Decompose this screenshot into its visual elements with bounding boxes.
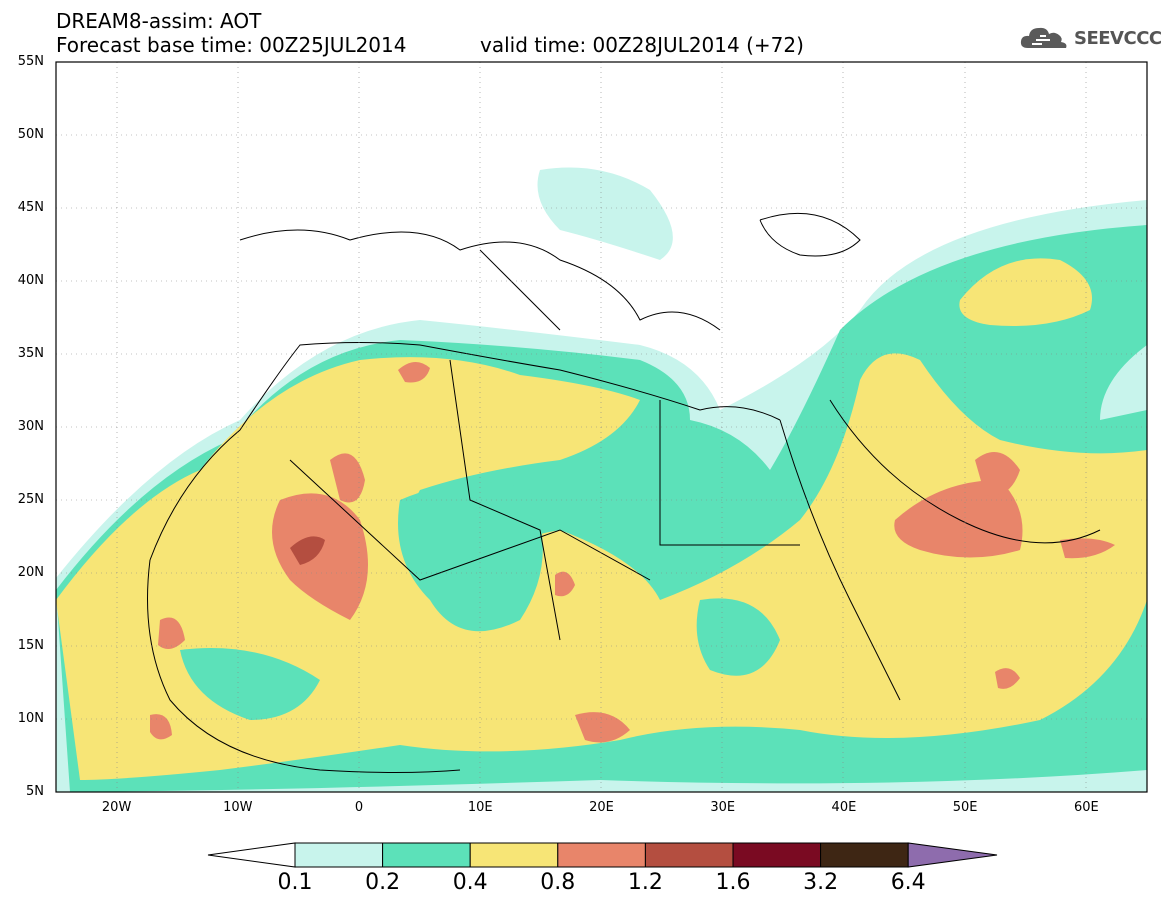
- lat-label: 50N: [17, 127, 44, 142]
- map-title: DREAM8-assim: AOT: [56, 9, 262, 33]
- aot-patch-0.2-east: [696, 598, 780, 676]
- aot-patch-0.8-gulf: [975, 452, 1020, 496]
- aot-band-0.4-caspian: [959, 258, 1092, 326]
- colorbar-max-arrow: [907, 842, 998, 868]
- aot-band-0.4: [56, 353, 1147, 780]
- coast-italy: [479, 249, 561, 331]
- aot-patch-0.8-yemen: [995, 668, 1020, 689]
- aot-patch-0.8-morocco: [398, 361, 430, 383]
- lat-label: 25N: [17, 492, 44, 507]
- aot-patch-0.2-sahel: [180, 648, 320, 720]
- lat-label: 20N: [17, 565, 44, 580]
- map-frame: [55, 61, 1148, 793]
- border-1: [289, 459, 651, 581]
- aot-patch-1.2-mali: [290, 536, 325, 565]
- lat-label: 55N: [17, 54, 44, 69]
- lat-label: 30N: [17, 419, 44, 434]
- logo-text: SEEVCCC: [1074, 27, 1162, 49]
- aot-patch-0.8-car: [575, 712, 630, 743]
- aot-band-0.1-balkans: [537, 167, 673, 260]
- forecast-base-time: Forecast base time: 00Z25JUL2014: [56, 33, 407, 57]
- aot-patch-0.8-senegal: [158, 617, 185, 649]
- colorbar-swatch: [557, 842, 646, 868]
- coast-arabia: [829, 399, 1101, 544]
- colorbar-label: 1.6: [715, 870, 751, 895]
- coast-black-sea: [759, 212, 861, 257]
- lon-label: 20E: [589, 800, 614, 815]
- lon-label: 60E: [1073, 800, 1099, 815]
- lon-label: 10E: [467, 800, 493, 815]
- colorbar-swatch: [382, 842, 471, 868]
- colorbar-label: 0.1: [277, 870, 313, 895]
- lon-label: 40E: [831, 800, 857, 815]
- colorbar-label: 0.8: [540, 870, 576, 895]
- aot-patch-0.8-guinea: [150, 714, 172, 740]
- colorbar-label: 3.2: [803, 870, 839, 895]
- lon-label: 20W: [101, 800, 132, 815]
- coast-europe: [239, 229, 721, 331]
- colorbar-swatch: [294, 842, 384, 868]
- lat-label: 10N: [17, 711, 44, 726]
- coast-west-africa: [147, 559, 461, 773]
- coast-red-sea: [779, 419, 901, 701]
- colorbar-swatch: [732, 842, 822, 868]
- aot-patch-0.2-sahara: [398, 482, 543, 632]
- valid-time: valid time: 00Z28JUL2014 (+72): [480, 33, 804, 57]
- lat-label: 5N: [26, 784, 44, 799]
- lat-label: 40N: [17, 273, 44, 288]
- colorbar-swatch: [644, 842, 734, 868]
- aot-patch-0.8-algeria: [330, 453, 365, 503]
- colorbar-label: 0.4: [452, 870, 488, 895]
- lon-label: 50E: [952, 800, 978, 815]
- aot-patch-0.8-chad: [555, 571, 575, 597]
- colorbar-min-arrow: [207, 842, 296, 868]
- colorbar-swatch: [820, 842, 909, 868]
- lon-label: 30E: [710, 800, 736, 815]
- colorbar-swatch: [469, 842, 559, 868]
- border-3: [659, 400, 800, 546]
- grid-lines: [56, 62, 1147, 792]
- cloud-icon: [1020, 27, 1067, 48]
- lon-label: 0: [354, 800, 364, 815]
- coast-north-africa: [149, 342, 781, 561]
- aot-patch-0.8-mali: [272, 493, 368, 620]
- seevccc-logo: SEEVCCC: [1018, 22, 1162, 54]
- lat-label: 45N: [17, 200, 44, 215]
- colorbar-label: 6.4: [890, 870, 926, 895]
- lat-label: 15N: [17, 638, 44, 653]
- border-2: [449, 359, 561, 641]
- lat-label: 35N: [17, 346, 44, 361]
- lon-label: 10W: [223, 800, 253, 815]
- colorbar-label: 0.2: [365, 870, 401, 895]
- colorbar-label: 1.2: [627, 870, 663, 895]
- aot-patch-0.8-oman: [1060, 538, 1115, 559]
